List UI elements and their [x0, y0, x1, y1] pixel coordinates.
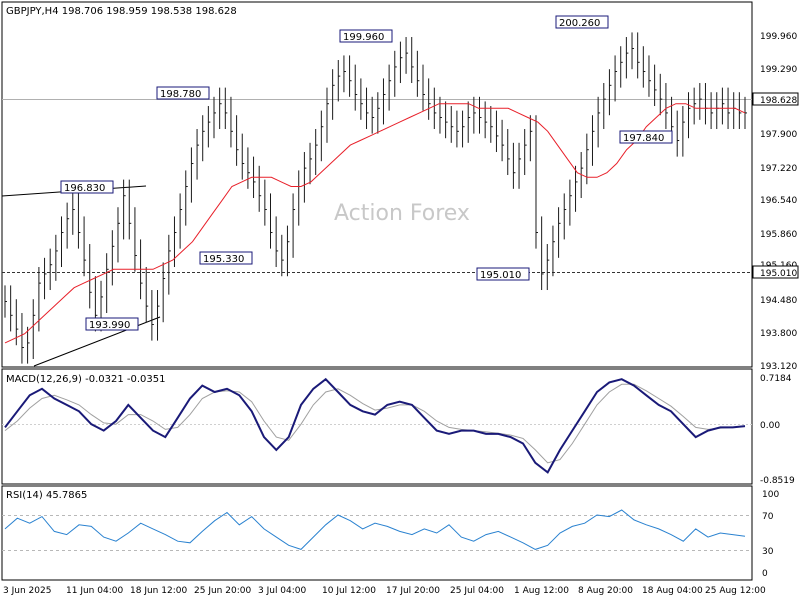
support-price-box [752, 265, 799, 279]
current-price-box [752, 92, 799, 106]
annotation-box-199960 [339, 29, 393, 43]
macd-tick: -0.8519 [760, 476, 795, 486]
price-bars [4, 32, 747, 364]
price-y-axis: 199.960 199.290 198.628 197.900 197.220 … [752, 32, 799, 372]
macd-panel [1, 368, 753, 485]
x-tick: 11 Jun 04:00 [66, 586, 123, 596]
price-tick: 193.800 [760, 329, 797, 339]
price-tick: 197.900 [760, 130, 797, 140]
rsi-series [4, 509, 746, 550]
price-annotations: 196.830 193.990 198.780 195.330 199.960 … [60, 15, 673, 331]
x-tick: 17 Jul 20:00 [386, 586, 440, 596]
macd-series [4, 377, 746, 474]
x-tick: 8 Aug 20:00 [578, 586, 633, 596]
macd-tick: 0.00 [760, 421, 780, 431]
price-tick: 193.120 [760, 362, 797, 372]
annotation-200260: 200.260 [559, 18, 600, 29]
annotation-195330: 195.330 [203, 254, 244, 265]
moving-average-series [4, 103, 746, 344]
price-tick: 199.960 [760, 32, 797, 42]
watermark: Action Forex [334, 201, 470, 226]
annotation-box-193990 [85, 317, 139, 331]
annotation-197840: 197.840 [623, 133, 664, 144]
price-tick: 196.540 [760, 196, 797, 206]
x-axis: 3 Jun 2025 11 Jun 04:00 18 Jun 12:00 25 … [3, 586, 766, 596]
price-tick: 194.480 [760, 296, 797, 306]
macd-tick: 0.7184 [760, 374, 792, 384]
x-tick: 25 Aug 12:00 [705, 586, 766, 596]
rsi-tick: 0 [762, 569, 768, 579]
rsi-tick: 100 [762, 490, 779, 500]
annotation-box-195330 [199, 251, 253, 265]
annotation-199960: 199.960 [343, 32, 384, 43]
annotation-box-196830 [60, 180, 114, 194]
price-tick: 197.220 [760, 164, 797, 174]
x-tick: 25 Jul 04:00 [450, 586, 504, 596]
moving-average-line [4, 103, 746, 344]
price-title: GBPJPY,H4 198.706 198.959 198.538 198.62… [6, 6, 237, 17]
rsi-tick: 30 [762, 547, 774, 557]
support-price-label: 195.010 [760, 269, 797, 279]
price-tick: 195.860 [760, 230, 797, 240]
signal-series [4, 383, 746, 464]
rsi-panel [1, 485, 753, 581]
annotation-196830: 196.830 [64, 183, 105, 194]
annotation-198780: 198.780 [160, 89, 201, 100]
annotation-box-195010 [476, 267, 530, 281]
rsi-tick: 70 [762, 512, 774, 522]
rsi-title: RSI(14) 45.7865 [6, 490, 87, 501]
annotation-box-198780 [156, 86, 210, 100]
x-tick: 3 Jun 2025 [3, 586, 51, 596]
x-tick: 10 Jul 12:00 [322, 586, 376, 596]
x-tick: 18 Aug 04:00 [642, 586, 703, 596]
trendline-lower [33, 316, 161, 367]
macd-title: MACD(12,26,9) -0.0321 -0.0351 [6, 374, 166, 385]
annotation-box-200260 [555, 15, 609, 29]
price-tick: 199.290 [760, 65, 797, 75]
rsi-line [4, 509, 746, 550]
price-panel [1, 1, 753, 368]
x-tick: 1 Aug 12:00 [514, 586, 569, 596]
x-tick: 18 Jun 12:00 [130, 586, 187, 596]
macd-lines [4, 377, 746, 474]
x-tick: 3 Jul 04:00 [258, 586, 307, 596]
annotation-193990: 193.990 [89, 320, 130, 331]
current-price-label: 198.628 [760, 96, 797, 106]
x-tick: 25 Jun 20:00 [194, 586, 251, 596]
annotation-box-197840 [619, 130, 673, 144]
annotation-195010: 195.010 [480, 270, 521, 281]
